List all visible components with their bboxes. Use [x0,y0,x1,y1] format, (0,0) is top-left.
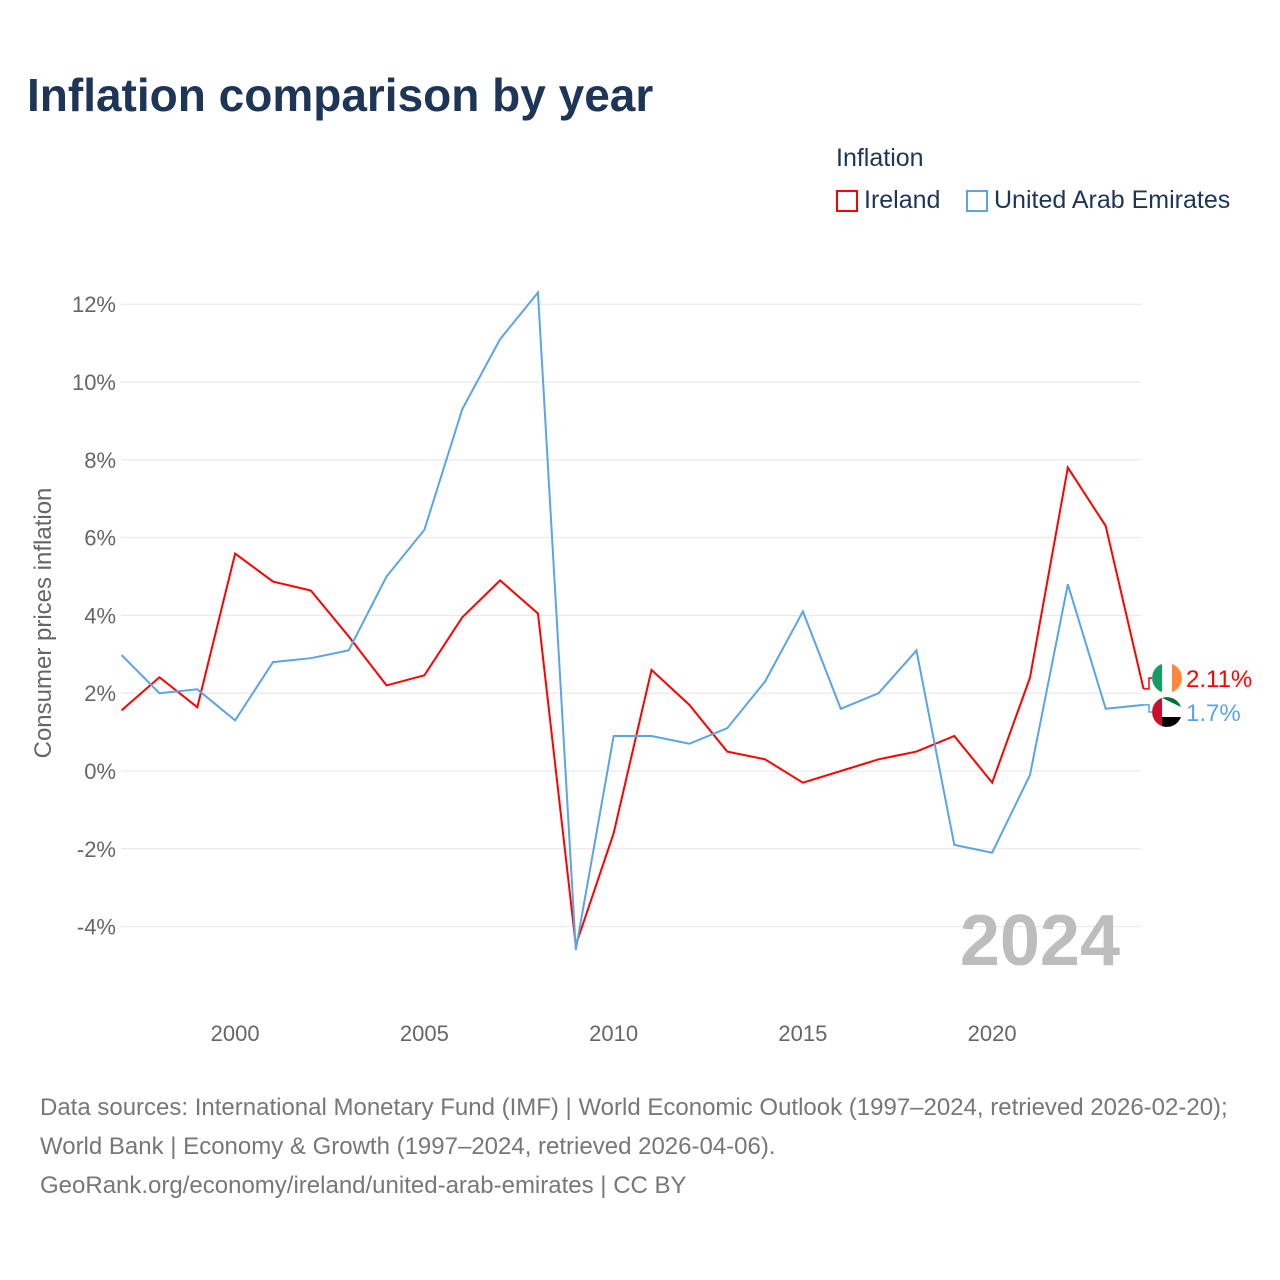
x-tick-label: 2020 [968,1021,1017,1046]
y-tick-label: 6% [84,526,116,551]
chart-title: Inflation comparison by year [27,69,654,121]
y-tick-label: 10% [72,370,116,395]
y-tick-label: 12% [72,292,116,317]
legend-item-ireland[interactable]: Ireland [836,186,940,215]
y-tick-label: 8% [84,448,116,473]
flag-orange [1172,663,1182,693]
line-chart: -4% -2% 0% 2% 4% 6% 8% 10% 12% 2000 2005 2010 2015 20… [30,289,1252,1046]
leader-line [1143,677,1152,690]
y-axis-label: Consumer prices inflation [30,488,57,759]
y-tick-label: -4% [77,915,116,940]
flag-red [1152,697,1162,727]
end-value-label: 1.7% [1186,700,1241,727]
end-value-label: 2.11% [1186,666,1252,693]
y-tick-label: 4% [84,603,116,628]
y-tick-label: 0% [84,759,116,784]
flag-green [1162,697,1181,707]
legend-swatch [966,189,988,212]
legend-title: Inflation [836,144,924,172]
data-sources: Data sources: International Monetary Fun… [40,1094,1228,1160]
year-watermark: 2024 [960,901,1120,981]
y-tick-label: -2% [77,837,116,862]
series-line-ireland [120,464,1145,946]
leader-line [1143,704,1152,713]
legend-swatch [836,189,858,212]
y-tick-label: 2% [84,681,116,706]
legend-label: United Arab Emirates [994,186,1231,214]
x-tick-label: 2015 [778,1021,827,1046]
flag-black [1162,717,1181,727]
x-tick-label: 2010 [589,1021,638,1046]
x-tick-label: 2005 [400,1021,449,1046]
series-line-uae [120,289,1144,951]
footer: Data sources: International Monetary Fun… [40,1088,1250,1205]
x-tick-label: 2000 [211,1021,260,1046]
flag-green [1152,663,1162,693]
legend-label: Ireland [864,186,941,214]
source-link[interactable]: GeoRank.org/economy/ireland/united-arab-… [40,1172,687,1199]
legend-item-uae[interactable]: United Arab Emirates [966,186,1230,215]
